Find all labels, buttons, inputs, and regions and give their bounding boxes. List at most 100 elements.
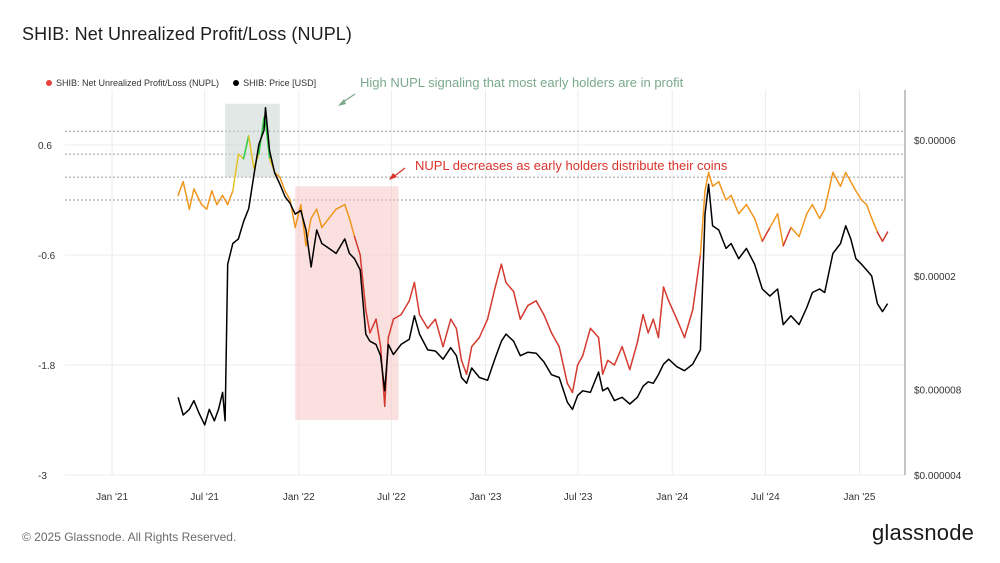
x-tick-label: Jan '25 <box>844 492 876 500</box>
nupl-line-segment <box>881 231 889 242</box>
nupl-line-segment <box>711 180 720 187</box>
nupl-line-segment <box>375 318 382 348</box>
nupl-line-segment <box>860 199 868 206</box>
nupl-line-segment <box>232 153 240 192</box>
nupl-line-segment <box>581 327 592 357</box>
y-left-tick-label: -3 <box>38 471 47 482</box>
nupl-line-segment <box>264 121 271 160</box>
legend-label-nupl: SHIB: Net Unrealized Profit/Loss (NUPL) <box>56 78 220 88</box>
nupl-line-segment <box>790 226 800 238</box>
nupl-line-segment <box>426 318 437 330</box>
nupl-line-segment <box>500 263 507 284</box>
nupl-line-segment <box>855 190 863 201</box>
nupl-line-segment <box>335 203 346 210</box>
nupl-line-segment <box>676 318 686 339</box>
nupl-line-segment <box>806 203 814 215</box>
nupl-line-segment <box>737 203 748 215</box>
nupl-line-segment <box>718 180 727 201</box>
legend-item-nupl[interactable]: SHIB: Net Unrealized Profit/Loss (NUPL) <box>46 78 219 88</box>
nupl-line-segment <box>683 309 694 339</box>
legend-dot-nupl-icon <box>46 80 52 86</box>
nupl-line-segment <box>408 281 416 302</box>
highlight-region-2 <box>295 186 399 420</box>
nupl-line-segment <box>832 171 842 187</box>
nupl-line-segment <box>870 217 879 233</box>
x-tick-label: Jul '21 <box>190 492 219 500</box>
nupl-line-segment <box>387 318 395 339</box>
nupl-line-segment <box>242 135 250 160</box>
nupl-line-segment <box>328 208 337 220</box>
nupl-line-segment <box>279 176 286 192</box>
nupl-line-segment <box>505 281 515 293</box>
nupl-line-segment <box>284 190 291 201</box>
nupl-line-segment <box>550 332 560 348</box>
nupl-line-segment <box>369 318 377 334</box>
x-tick-label: Jul '23 <box>564 492 593 500</box>
legend-item-price[interactable]: SHIB: Price [USD] <box>233 78 316 88</box>
nupl-line-segment <box>177 180 184 197</box>
nupl-line-segment <box>348 217 356 238</box>
nupl-line-segment <box>455 327 463 362</box>
x-tick-label: Jan '21 <box>96 492 128 500</box>
nupl-line-segment <box>237 153 245 160</box>
nupl-line-segment <box>519 304 529 320</box>
y-left-tick-label: -1.8 <box>38 361 56 372</box>
nupl-line-segment <box>211 190 218 206</box>
annotation-arrowhead-2 <box>389 173 397 180</box>
nupl-series-line <box>177 116 889 407</box>
nupl-line-segment <box>844 171 852 183</box>
nupl-line-segment <box>294 203 302 229</box>
nupl-line-segment <box>782 226 792 247</box>
nupl-line-segment <box>662 286 670 302</box>
nupl-line-segment <box>566 382 574 394</box>
nupl-line-segment <box>512 290 522 320</box>
x-tick-label: Jul '22 <box>377 492 406 500</box>
nupl-line-segment <box>769 213 779 229</box>
nupl-line-segment <box>310 208 318 220</box>
copyright-text: © 2025 Glassnode. All Rights Reserved. <box>22 530 237 544</box>
x-tick-label: Jan '23 <box>470 492 502 500</box>
legend-label-price: SHIB: Price [USD] <box>243 78 317 88</box>
y-right-tick-label: $0.000004 <box>914 471 962 482</box>
nupl-line-segment <box>543 313 553 334</box>
nupl-line-segment <box>392 313 402 320</box>
legend-dot-price-icon <box>233 80 240 86</box>
nupl-line-segment <box>707 171 714 187</box>
x-tick-label: Jan '24 <box>656 492 688 500</box>
nupl-line-segment <box>400 300 411 316</box>
nupl-line-segment <box>182 180 191 210</box>
nupl-line-segment <box>465 345 473 375</box>
y-left-tick-label: -0.6 <box>38 251 56 262</box>
annotation-high-nupl: High NUPL signaling that most early hold… <box>360 75 684 90</box>
nupl-line-segment <box>359 254 367 311</box>
nupl-line-segment <box>418 313 429 330</box>
nupl-line-segment <box>629 341 639 371</box>
nupl-line-segment <box>636 313 644 343</box>
nupl-line-segment <box>753 217 764 242</box>
nupl-line-segment <box>613 345 623 366</box>
y-right-tick-label: $0.000008 <box>914 385 962 396</box>
nupl-line-segment <box>647 318 655 334</box>
nupl-line-segment <box>576 355 584 366</box>
nupl-line-segment <box>470 336 481 348</box>
nupl-line-segment <box>226 190 234 206</box>
nupl-line-segment <box>535 300 545 316</box>
nupl-line-segment <box>460 359 468 375</box>
nupl-line-segment <box>691 254 702 311</box>
nupl-line-segment <box>589 327 600 339</box>
nupl-line-segment <box>621 345 631 371</box>
chart-canvas: 0.6 -0.6 -1.8 -3 $0.00006 $0.00002 $0.000008 $0… <box>38 75 962 500</box>
nupl-line-segment <box>221 194 229 206</box>
nupl-line-segment <box>642 313 649 334</box>
nupl-line-segment <box>865 203 873 220</box>
nupl-line-segment <box>188 188 195 210</box>
nupl-line-segment <box>657 286 665 339</box>
nupl-line-segment <box>216 194 224 206</box>
nupl-line-segment <box>442 318 452 348</box>
nupl-line-segment <box>652 318 660 339</box>
nupl-line-segment <box>527 300 537 307</box>
nupl-line-segment <box>321 217 330 229</box>
nupl-line-segment <box>353 235 361 256</box>
nupl-line-segment <box>571 364 579 394</box>
nupl-line-segment <box>434 318 444 348</box>
